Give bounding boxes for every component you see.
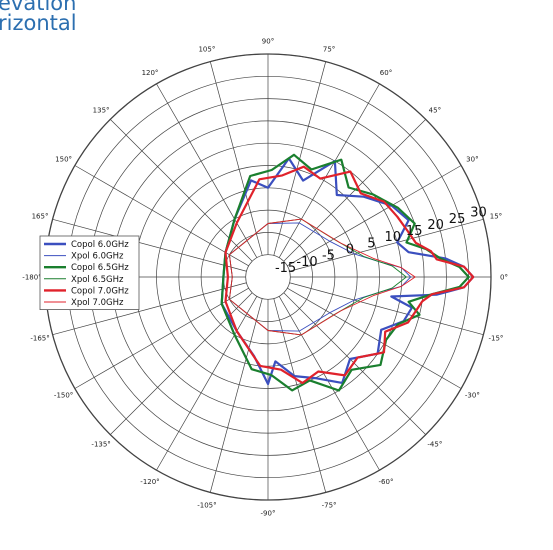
series-line — [228, 218, 416, 336]
angle-tick-label: -75° — [322, 501, 337, 509]
grid-spoke — [52, 282, 247, 336]
grid-spoke — [289, 282, 484, 336]
grid-spoke — [156, 296, 258, 471]
angle-tick-label: -120° — [140, 478, 159, 486]
angle-tick-label: 105° — [198, 46, 215, 54]
series-line — [220, 157, 475, 386]
grid-spoke — [74, 165, 249, 267]
angle-tick-label: -90° — [261, 510, 276, 518]
angle-tick-label: 15° — [490, 212, 502, 220]
grid-spoke — [287, 165, 462, 267]
grid-spoke — [156, 83, 258, 258]
angle-tick-label: -165° — [30, 335, 49, 343]
angle-tick-label: 45° — [429, 107, 441, 115]
angle-tick-labels: 90° 75° 60° 45° 30° 15° 0° -15° -30° -45° -60° -75°… — [22, 38, 508, 518]
angle-tick-label: -60° — [379, 478, 394, 486]
angle-tick-label: -45° — [427, 440, 442, 448]
angle-tick-label: 135° — [93, 107, 110, 115]
legend-label: Xpol 6.5GHz — [71, 275, 124, 285]
radial-tick-label: 0 — [346, 243, 354, 258]
angle-tick-label: 30° — [466, 156, 478, 164]
radial-tick-label: 30 — [470, 206, 487, 221]
legend-label: Xpol 7.0GHz — [71, 298, 124, 308]
legend-label: Xpol 6.0GHz — [71, 252, 124, 262]
angle-tick-label: -30° — [465, 392, 480, 400]
legend-label: Copol 7.0GHz — [71, 286, 129, 296]
radial-tick-label: -15 — [275, 261, 296, 276]
grid-spoke — [278, 296, 380, 471]
radial-tick-labels: -15 -10 -5 0 5 10 15 20 25 30 — [275, 206, 487, 276]
radial-tick-label: 25 — [449, 212, 466, 227]
angle-tick-label: 150° — [55, 156, 72, 164]
radial-tick-label: 10 — [384, 230, 401, 245]
angle-tick-label: 0° — [500, 274, 508, 282]
grid-spoke — [74, 287, 249, 389]
series-line — [224, 165, 475, 385]
angle-tick-label: -135° — [91, 440, 110, 448]
angle-tick-label: 75° — [323, 46, 335, 54]
series-line — [220, 153, 470, 392]
chart-title-line-1: evation — [0, 0, 77, 15]
radial-tick-label: -5 — [322, 249, 335, 264]
legend-label: Copol 6.5GHz — [71, 263, 129, 273]
angle-tick-label: -105° — [197, 501, 216, 509]
radial-tick-label: 20 — [427, 218, 444, 233]
angle-tick-label: -150° — [54, 392, 73, 400]
radial-tick-label: -10 — [296, 255, 317, 270]
grid-spoke — [209, 298, 263, 493]
radial-tick-label: 5 — [367, 236, 375, 251]
polar-grid — [44, 53, 492, 501]
legend-box — [39, 235, 140, 310]
chart-title-line-2: rizontal — [0, 11, 77, 35]
grid-spoke — [52, 218, 247, 272]
angle-tick-label: -180° — [22, 274, 41, 282]
series-group — [220, 153, 475, 392]
grid-spoke — [287, 287, 462, 389]
grid-spoke — [289, 218, 484, 272]
angle-tick-label: -15° — [488, 335, 503, 343]
angle-tick-label: 120° — [142, 69, 159, 77]
grid-spoke — [273, 298, 327, 493]
angle-tick-label: 60° — [380, 69, 392, 77]
legend-label: Copol 6.0GHz — [71, 240, 129, 250]
angle-tick-label: 90° — [262, 38, 274, 46]
grid-spoke — [283, 292, 426, 435]
radial-tick-label: 15 — [406, 224, 423, 239]
angle-tick-label: 165° — [32, 212, 49, 220]
grid-spoke — [278, 83, 380, 258]
grid-spoke — [209, 61, 263, 256]
